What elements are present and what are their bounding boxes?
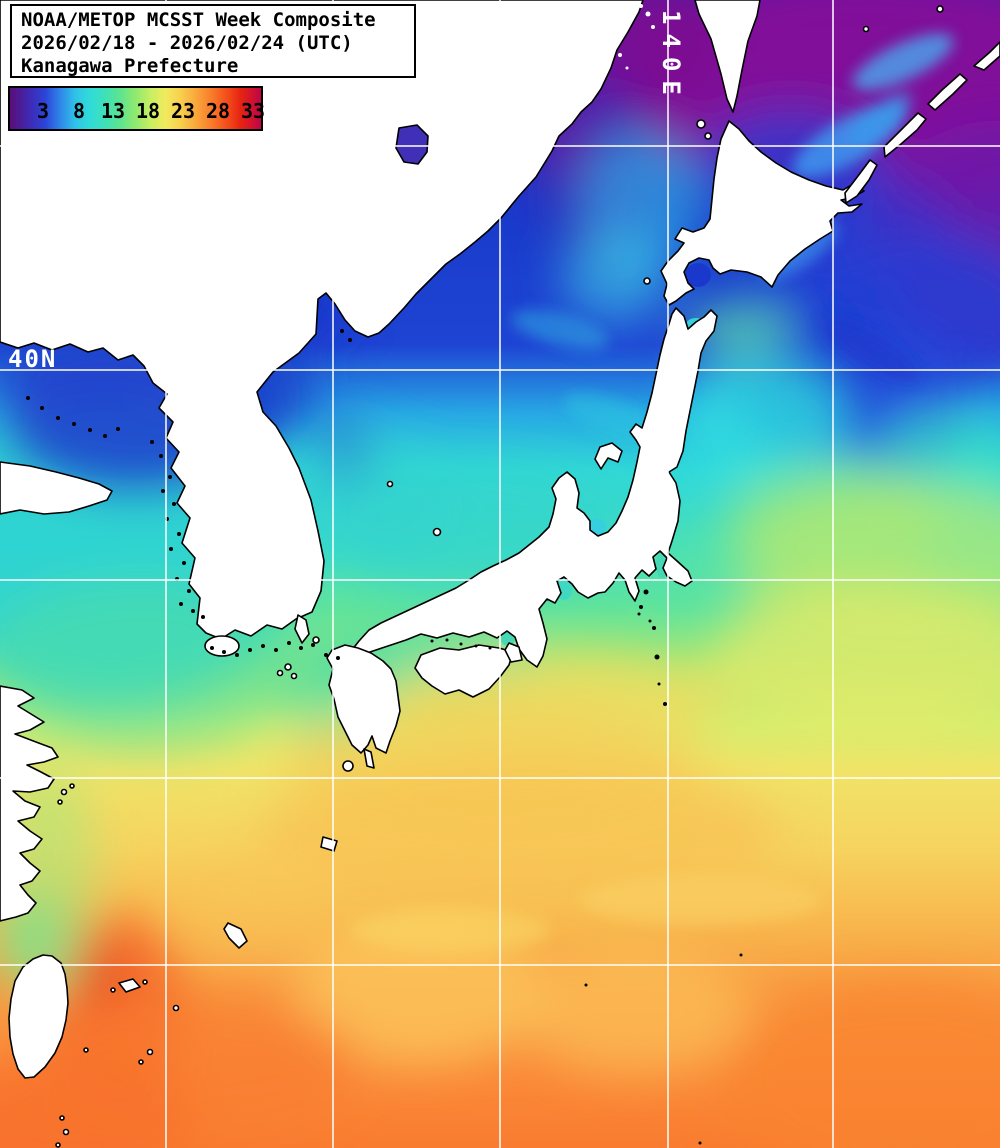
land-batanes-3 xyxy=(55,1142,61,1148)
title-product: NOAA/METOP MCSST Week Composite xyxy=(21,9,376,31)
land-yakushima xyxy=(342,760,354,772)
land-goto-2 xyxy=(276,669,284,677)
land-zhoushan-3 xyxy=(57,799,63,805)
land-tsushima xyxy=(294,614,310,644)
scale-tick-13: 13 xyxy=(100,99,126,123)
land-miyako xyxy=(172,1004,180,1012)
land-sakhalin xyxy=(694,0,761,113)
land-oki xyxy=(432,527,442,537)
land-shikoku xyxy=(414,644,514,698)
land-kuril-ne xyxy=(973,41,1000,71)
land-kunashiri xyxy=(844,159,878,204)
land-green-island xyxy=(83,1047,89,1053)
scale-tick-33: 33 xyxy=(240,99,266,123)
scale-tick-23: 23 xyxy=(170,99,196,123)
land-goto-1 xyxy=(284,663,292,671)
land-china-coast xyxy=(0,685,59,922)
land-ryukyu-4 xyxy=(110,987,116,993)
scale-tick-28: 28 xyxy=(205,99,231,123)
land-shandong xyxy=(0,461,113,515)
land-ryukyu-3 xyxy=(142,979,148,985)
land-honshu xyxy=(351,307,718,668)
temperature-color-scale: 3 8 13 18 23 28 33 xyxy=(8,86,266,131)
land-urup xyxy=(927,73,968,111)
sst-current-streaks xyxy=(350,33,954,952)
land-ryukyu-1 xyxy=(146,1048,154,1056)
land-kuril-corner-2 xyxy=(862,25,870,33)
land-sado xyxy=(594,442,623,470)
land-jeju xyxy=(204,635,240,657)
land-okushiri xyxy=(643,277,651,285)
title-region: Kanagawa Prefecture xyxy=(21,55,239,77)
land-awaji xyxy=(504,642,523,663)
land-ryukyu-2 xyxy=(138,1059,144,1065)
scale-tick-18: 18 xyxy=(135,99,161,123)
land-rebun xyxy=(704,132,712,140)
coastal-white-flecks xyxy=(618,4,655,70)
land-batanes-1 xyxy=(59,1115,65,1121)
scale-tick-8: 8 xyxy=(72,99,86,123)
land-goto-3 xyxy=(290,672,298,680)
land-zhoushan-1 xyxy=(60,788,68,796)
land-eurasia-mainland xyxy=(0,0,644,640)
land-iki xyxy=(312,636,320,644)
land-tanegashima xyxy=(363,748,375,769)
lake-khanka xyxy=(395,124,429,165)
title-panel: NOAA/METOP MCSST Week Composite 2026/02/… xyxy=(10,4,416,78)
islet-specks xyxy=(26,329,743,1145)
land-yaeyama xyxy=(118,978,141,993)
land-taiwan xyxy=(8,954,69,1079)
land-ulleung xyxy=(386,480,394,488)
land-batanes-2 xyxy=(62,1128,70,1136)
land-kuril-corner-1 xyxy=(936,5,944,13)
longitude-label-140e: 140E xyxy=(657,10,685,104)
title-date-range: 2026/02/18 - 2026/02/24 (UTC) xyxy=(21,32,353,54)
latitude-label-40n: 40N xyxy=(8,345,57,373)
land-zhoushan-2 xyxy=(69,783,75,789)
land-rishiri xyxy=(696,119,706,129)
scale-tick-3: 3 xyxy=(36,99,50,123)
land-okinawa xyxy=(223,922,248,949)
